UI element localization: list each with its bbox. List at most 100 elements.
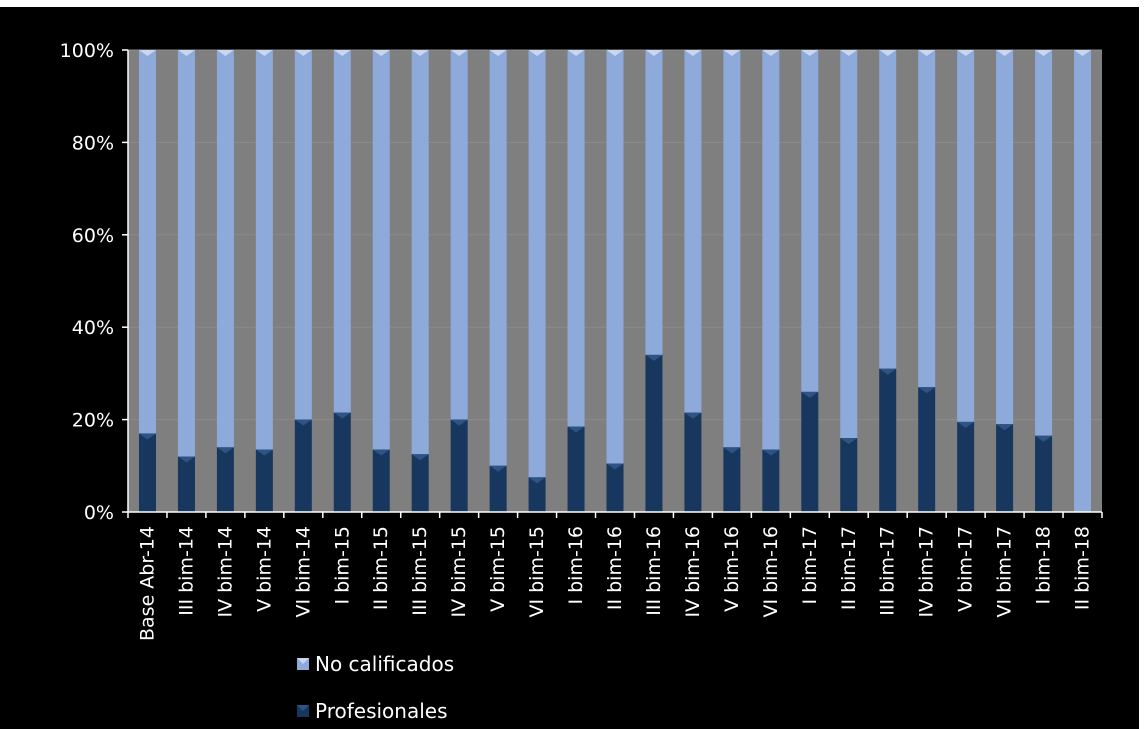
bar-cap-no-calificados [879,50,897,56]
bar-profesionales[interactable] [606,463,624,512]
bar-profesionales[interactable] [450,419,468,512]
bar-no-calificados[interactable] [606,50,624,464]
bar-no-calificados[interactable] [567,50,585,427]
bar-profesionales[interactable] [528,477,546,512]
bar-cap-no-calificados [1035,50,1053,56]
bar-no-calificados[interactable] [996,50,1014,425]
bar-cap-profesionales [255,449,273,456]
x-tick-label: VI bim-16 [760,526,782,618]
bar-cap-no-calificados [918,50,936,56]
bar-no-calificados[interactable] [294,50,312,420]
bar-cap-no-calificados [1074,50,1092,56]
bar-profesionales[interactable] [918,387,936,512]
bar-profesionales[interactable] [567,426,585,512]
bar-profesionales[interactable] [957,421,975,512]
bar-no-calificados[interactable] [879,50,897,369]
bar-no-calificados[interactable] [528,50,546,478]
y-tick-label: 100% [60,40,114,62]
bar-no-calificados[interactable] [684,50,702,413]
bar-no-calificados[interactable] [918,50,936,388]
bar-profesionales[interactable] [489,465,507,512]
bar-no-calificados[interactable] [333,50,351,413]
bar-profesionales[interactable] [645,354,663,512]
bar-profesionales[interactable] [411,454,429,512]
y-axis-tick-labels: 0% 20% 40% 60% 80% 100% [60,40,114,524]
bar-profesionales[interactable] [216,447,234,512]
y-tick-label: 40% [72,317,114,339]
x-tick-label: IV bim-14 [214,526,236,618]
bar-cap-no-calificados [684,50,702,56]
legend-swatch-cap-no-calificados [297,658,309,664]
bar-no-calificados[interactable] [840,50,858,439]
bar-cap-profesionales [567,426,585,433]
bar-profesionales[interactable] [684,412,702,512]
x-tick-label: I bim-17 [799,526,821,605]
bar-no-calificados[interactable] [645,50,663,355]
x-tick-label: IV bim-16 [682,526,704,618]
bar-profesionales[interactable] [138,433,156,512]
y-tick-label: 60% [72,225,114,247]
legend-item-profesionales[interactable]: Profesionales [297,699,448,723]
bar-cap-profesionales [411,454,429,461]
bar-cap-profesionales [528,477,546,484]
bar-cap-no-calificados [762,50,780,56]
legend-swatch-cap-profesionales [297,705,309,711]
bar-cap-profesionales [879,368,897,375]
bar-profesionales[interactable] [762,449,780,512]
bar-profesionales[interactable] [840,438,858,512]
y-tick-label: 80% [72,132,114,154]
bar-cap-profesionales [138,433,156,440]
bar-profesionales[interactable] [333,412,351,512]
x-tick-label: II bim-16 [604,526,626,610]
x-tick-label: Base Abr-14 [136,526,158,641]
bar-profesionales[interactable] [879,368,897,512]
bar-profesionales[interactable] [177,456,195,512]
x-tick-label: IV bim-17 [916,526,938,618]
bar-no-calificados[interactable] [177,50,195,457]
bars [138,50,1092,512]
bar-no-calificados[interactable] [489,50,507,466]
bar-cap-profesionales [1035,435,1053,442]
bar-no-calificados[interactable] [411,50,429,455]
legend-item-no-calificados[interactable]: No calificados [297,652,454,676]
bar-cap-profesionales [333,412,351,419]
bar-no-calificados[interactable] [255,50,273,450]
bar-cap-profesionales [177,456,195,463]
legend-label-no-calificados: No calificados [315,652,454,676]
bar-cap-profesionales [957,421,975,428]
bar-cap-profesionales [684,412,702,419]
bar-cap-no-calificados [996,50,1014,56]
bar-no-calificados[interactable] [450,50,468,420]
bar-cap-profesionales [762,449,780,456]
bar-no-calificados[interactable] [801,50,819,392]
x-tick-label: II bim-17 [838,526,860,610]
bar-no-calificados[interactable] [723,50,741,448]
bar-no-calificados[interactable] [138,50,156,434]
bar-no-calificados[interactable] [372,50,390,450]
x-axis-tick-labels: Base Abr-14 III bim-14 IV bim-14 V bim-14 VI… [136,526,1093,641]
y-tick-label: 20% [72,410,114,432]
bar-no-calificados[interactable] [1074,50,1092,512]
bar-cap-profesionales [645,354,663,361]
x-tick-label: V bim-14 [253,526,275,612]
x-tick-label: I bim-16 [565,526,587,605]
bar-profesionales[interactable] [996,424,1014,512]
bar-cap-no-calificados [489,50,507,56]
bar-no-calificados[interactable] [762,50,780,450]
x-tick-label: VI bim-17 [994,526,1016,618]
bar-no-calificados[interactable] [957,50,975,422]
x-tick-label: III bim-15 [409,526,431,616]
bar-profesionales[interactable] [1035,435,1053,512]
x-tick-label: I bim-18 [1033,526,1055,605]
bar-no-calificados[interactable] [1035,50,1053,436]
bar-profesionales[interactable] [255,449,273,512]
legend-label-profesionales: Profesionales [315,699,448,723]
bar-no-calificados[interactable] [216,50,234,448]
bar-profesionales[interactable] [372,449,390,512]
bar-profesionales[interactable] [723,447,741,512]
white-strip-top [0,0,1147,7]
bar-profesionales[interactable] [294,419,312,512]
bar-profesionales[interactable] [801,391,819,512]
